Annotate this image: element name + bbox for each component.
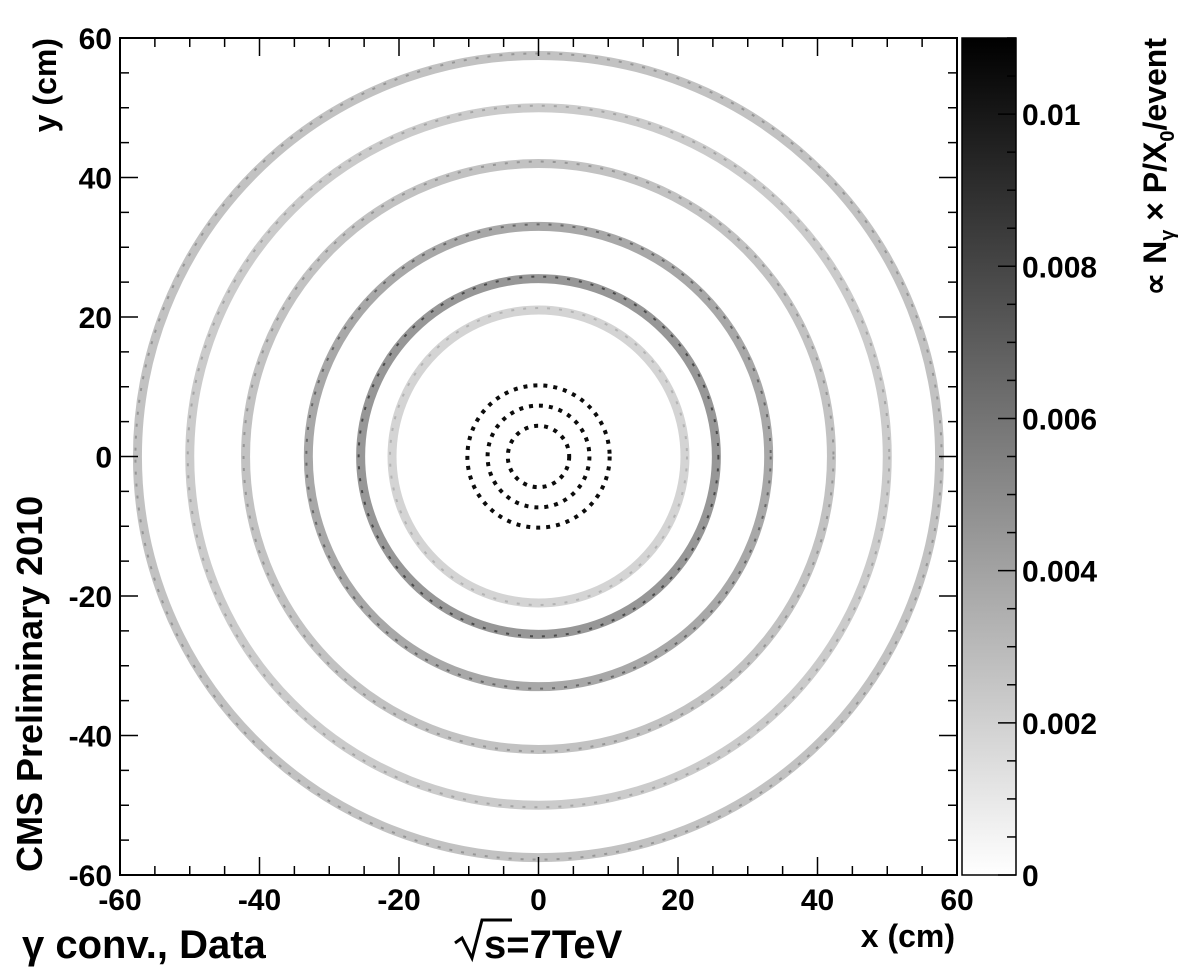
y-tick-label: -40 — [69, 721, 112, 754]
colorbar-tick-label: 0.01 — [1022, 99, 1080, 132]
colorbar-title-end: /event — [1137, 38, 1173, 131]
x-axis-title: x (cm) — [861, 918, 955, 954]
y-tick-label: 40 — [79, 163, 112, 196]
y-tick-label: 0 — [95, 442, 112, 475]
x-tick-label: 20 — [661, 884, 694, 917]
y-tick-label: 20 — [79, 302, 112, 335]
x-tick-label: 60 — [940, 884, 973, 917]
y-tick-label: -20 — [69, 581, 112, 614]
colorbar-title: ∝ Nγ × P/X0/event — [1137, 38, 1179, 296]
colorbar-tick-label: 0.004 — [1022, 556, 1097, 589]
proportional-symbol: ∝ N — [1137, 241, 1173, 296]
data-label-suffix: s=7TeV — [484, 923, 623, 967]
cms-preliminary-label: CMS Preliminary 2010 — [9, 496, 50, 872]
x-tick-label: -40 — [238, 884, 281, 917]
colorbar-tick-label: 0.006 — [1022, 403, 1097, 436]
x-tick-label: -20 — [377, 884, 420, 917]
zero-subscript: 0 — [1157, 130, 1179, 141]
x-tick-label: 0 — [530, 884, 547, 917]
y-axis-title: y (cm) — [27, 38, 63, 132]
colorbar-tick-label: 0 — [1022, 860, 1039, 893]
y-tick-label: 60 — [79, 23, 112, 56]
x-tick-label: 40 — [801, 884, 834, 917]
colorbar-tick-label: 0.002 — [1022, 708, 1097, 741]
colorbar-tick-label: 0.008 — [1022, 251, 1097, 284]
y-tick-label: -60 — [69, 860, 112, 893]
colorbar-title-middle: × P/X — [1137, 141, 1173, 230]
data-label-prefix: γ conv., Data — [22, 923, 267, 967]
